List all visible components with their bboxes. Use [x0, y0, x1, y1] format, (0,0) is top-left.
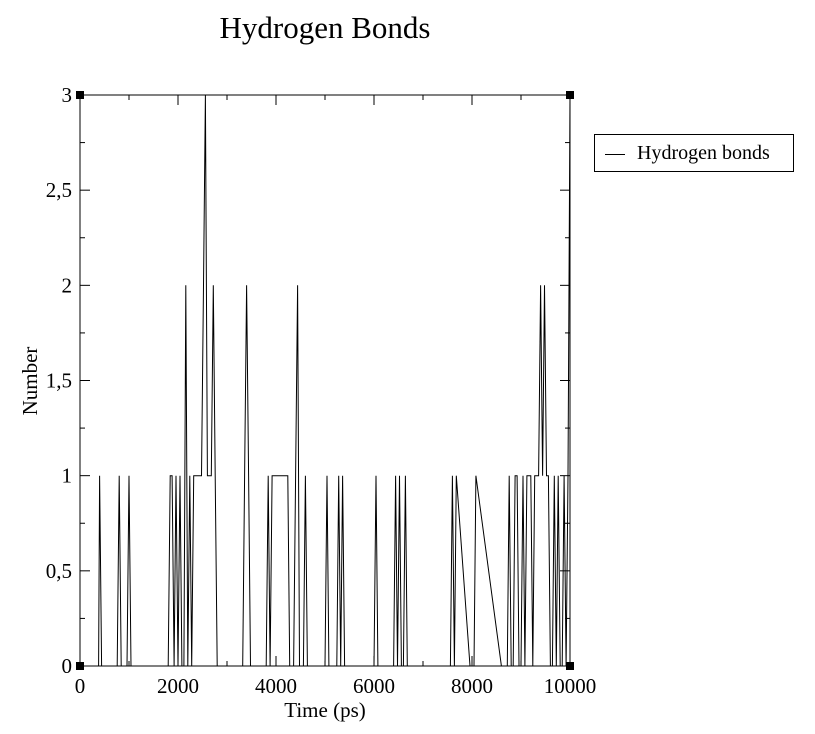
- x-tick-label: 4000: [255, 674, 297, 698]
- y-axis-label: Number: [18, 347, 42, 416]
- legend-label-hydrogen-bonds: Hydrogen bonds: [637, 142, 770, 164]
- x-tick-label: 8000: [451, 674, 493, 698]
- legend-line-swatch: [605, 154, 625, 155]
- frame-corner-markers: [76, 91, 574, 670]
- corner-marker: [76, 662, 84, 670]
- y-tick-label: 2,5: [46, 178, 72, 202]
- y-tick-label: 0,5: [46, 559, 72, 583]
- y-tick-label: 2: [62, 273, 73, 297]
- corner-marker: [566, 662, 574, 670]
- series-group: [80, 94, 571, 667]
- y-tick-label: 1,5: [46, 369, 72, 393]
- y-tick-label: 1: [62, 464, 73, 488]
- y-tick-label: 0: [62, 654, 73, 678]
- corner-marker: [76, 91, 84, 99]
- plot-frame: [79, 94, 571, 667]
- axis-tick-labels: 0 2000 4000 6000 8000 10000 0 0,5 1 1,5 2 2,5 3: [46, 83, 597, 698]
- x-tick-label: 10000: [544, 674, 597, 698]
- corner-marker: [566, 91, 574, 99]
- legend: Hydrogen bonds: [594, 134, 794, 172]
- x-tick-label: 6000: [353, 674, 395, 698]
- series-line-0: [80, 94, 571, 667]
- plot-area-border: [79, 94, 571, 667]
- x-axis-label: Time (ps): [284, 698, 366, 722]
- x-tick-label: 0: [75, 674, 86, 698]
- axis-ticks: [79, 94, 571, 667]
- y-tick-label: 3: [62, 83, 73, 107]
- chart-title: Hydrogen Bonds: [220, 10, 431, 45]
- x-tick-label: 2000: [157, 674, 199, 698]
